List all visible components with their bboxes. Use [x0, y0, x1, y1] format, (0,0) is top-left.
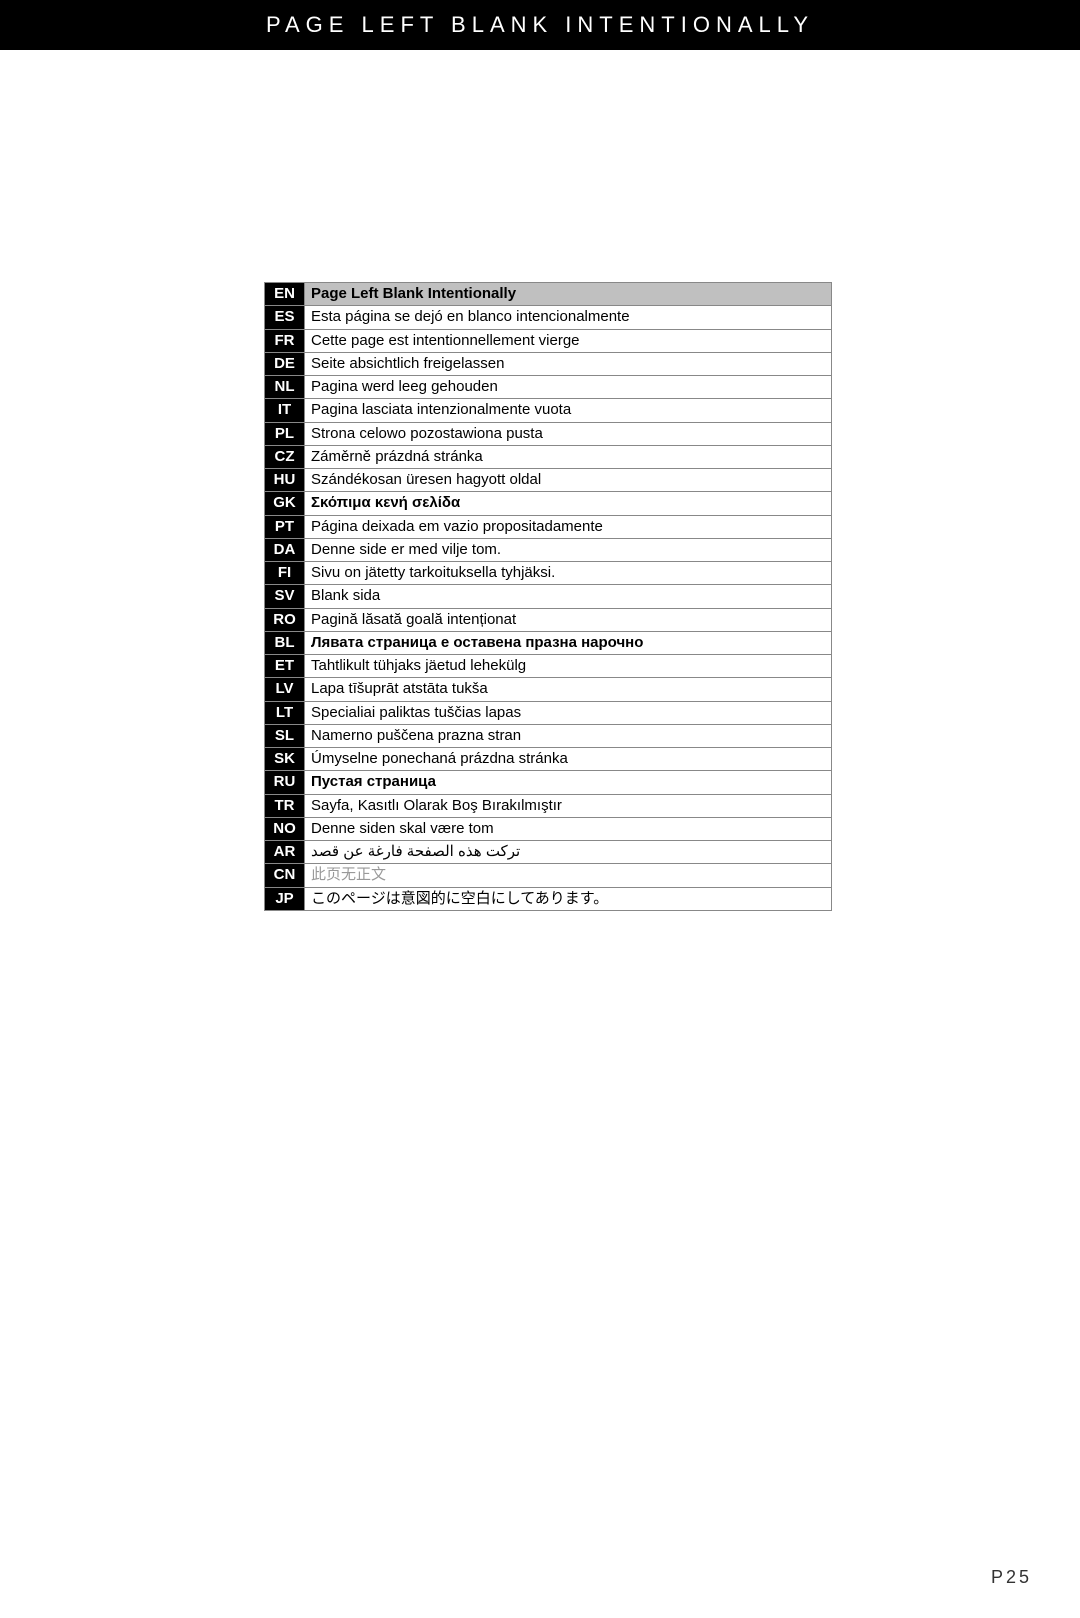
- table-row: FRCette page est intentionnellement vier…: [265, 329, 832, 352]
- translation-text: Blank sida: [305, 585, 832, 608]
- page-header-title: PAGE LEFT BLANK INTENTIONALLY: [266, 12, 814, 37]
- language-code: DE: [265, 352, 305, 375]
- translation-text: Seite absichtlich freigelassen: [305, 352, 832, 375]
- language-code: SV: [265, 585, 305, 608]
- language-code: BL: [265, 631, 305, 654]
- translations-table: ENPage Left Blank IntentionallyESEsta pá…: [264, 282, 832, 911]
- table-row: CN此页无正文: [265, 864, 832, 887]
- language-code: JP: [265, 887, 305, 910]
- translation-text: Página deixada em vazio propositadamente: [305, 515, 832, 538]
- translation-text: Specialiai paliktas tuščias lapas: [305, 701, 832, 724]
- translation-text: Pagina werd leeg gehouden: [305, 376, 832, 399]
- table-row: DADenne side er med vilje tom.: [265, 538, 832, 561]
- translation-text: تركت هذه الصفحة فارغة عن قصد: [305, 841, 832, 864]
- table-row: SVBlank sida: [265, 585, 832, 608]
- language-code: RO: [265, 608, 305, 631]
- table-row: DESeite absichtlich freigelassen: [265, 352, 832, 375]
- language-code: SK: [265, 748, 305, 771]
- table-row: SLNamerno puščena prazna stran: [265, 724, 832, 747]
- language-code: CN: [265, 864, 305, 887]
- translation-text: Page Left Blank Intentionally: [305, 283, 832, 306]
- translation-text: Esta página se dejó en blanco intenciona…: [305, 306, 832, 329]
- table-row: BLЛявата страница е оставена празна наро…: [265, 631, 832, 654]
- table-row: SKÚmyselne ponechaná prázdna stránka: [265, 748, 832, 771]
- translation-text: Пустая страница: [305, 771, 832, 794]
- language-code: HU: [265, 469, 305, 492]
- language-code: LT: [265, 701, 305, 724]
- table-row: CZZáměrně prázdná stránka: [265, 445, 832, 468]
- table-row: ITPagina lasciata intenzionalmente vuota: [265, 399, 832, 422]
- translations-table-container: ENPage Left Blank IntentionallyESEsta pá…: [264, 282, 832, 911]
- table-row: HUSzándékosan üresen hagyott oldal: [265, 469, 832, 492]
- translation-text: Strona celowo pozostawiona pusta: [305, 422, 832, 445]
- translation-text: Pagină lăsată goală intenționat: [305, 608, 832, 631]
- table-row: LVLapa tīšuprāt atstāta tukša: [265, 678, 832, 701]
- table-row: TRSayfa, Kasıtlı Olarak Boş Bırakılmıştı…: [265, 794, 832, 817]
- translation-text: Záměrně prázdná stránka: [305, 445, 832, 468]
- table-row: ARتركت هذه الصفحة فارغة عن قصد: [265, 841, 832, 864]
- translation-text: Denne siden skal være tom: [305, 817, 832, 840]
- language-code: PL: [265, 422, 305, 445]
- language-code: IT: [265, 399, 305, 422]
- table-row: PLStrona celowo pozostawiona pusta: [265, 422, 832, 445]
- translation-text: Szándékosan üresen hagyott oldal: [305, 469, 832, 492]
- language-code: TR: [265, 794, 305, 817]
- table-row: FISivu on jätetty tarkoituksella tyhjäks…: [265, 562, 832, 585]
- translation-text: Lapa tīšuprāt atstāta tukša: [305, 678, 832, 701]
- page-number: P25: [991, 1567, 1032, 1588]
- page-header: PAGE LEFT BLANK INTENTIONALLY: [0, 0, 1080, 50]
- table-row: NODenne siden skal være tom: [265, 817, 832, 840]
- translation-text: Sayfa, Kasıtlı Olarak Boş Bırakılmıştır: [305, 794, 832, 817]
- language-code: LV: [265, 678, 305, 701]
- language-code: RU: [265, 771, 305, 794]
- language-code: PT: [265, 515, 305, 538]
- language-code: NL: [265, 376, 305, 399]
- language-code: FI: [265, 562, 305, 585]
- language-code: AR: [265, 841, 305, 864]
- translation-text: Pagina lasciata intenzionalmente vuota: [305, 399, 832, 422]
- table-row: RUПустая страница: [265, 771, 832, 794]
- language-code: SL: [265, 724, 305, 747]
- translation-text: Denne side er med vilje tom.: [305, 538, 832, 561]
- language-code: FR: [265, 329, 305, 352]
- table-row: ESEsta página se dejó en blanco intencio…: [265, 306, 832, 329]
- table-row: ENPage Left Blank Intentionally: [265, 283, 832, 306]
- language-code: GK: [265, 492, 305, 515]
- language-code: EN: [265, 283, 305, 306]
- language-code: DA: [265, 538, 305, 561]
- table-row: PTPágina deixada em vazio propositadamen…: [265, 515, 832, 538]
- translation-text: Tahtlikult tühjaks jäetud lehekülg: [305, 655, 832, 678]
- translation-text: Лявата страница е оставена празна нарочн…: [305, 631, 832, 654]
- translation-text: Namerno puščena prazna stran: [305, 724, 832, 747]
- table-row: LTSpecialiai paliktas tuščias lapas: [265, 701, 832, 724]
- translation-text: 此页无正文: [305, 864, 832, 887]
- language-code: NO: [265, 817, 305, 840]
- table-row: JPこのページは意図的に空白にしてあります。: [265, 887, 832, 910]
- table-row: ETTahtlikult tühjaks jäetud lehekülg: [265, 655, 832, 678]
- language-code: CZ: [265, 445, 305, 468]
- translation-text: Sivu on jätetty tarkoituksella tyhjäksi.: [305, 562, 832, 585]
- table-row: ROPagină lăsată goală intenționat: [265, 608, 832, 631]
- translation-text: このページは意図的に空白にしてあります。: [305, 887, 832, 910]
- translation-text: Úmyselne ponechaná prázdna stránka: [305, 748, 832, 771]
- table-row: GKΣκόπιμα κενή σελίδα: [265, 492, 832, 515]
- language-code: ES: [265, 306, 305, 329]
- translation-text: Σκόπιμα κενή σελίδα: [305, 492, 832, 515]
- language-code: ET: [265, 655, 305, 678]
- translation-text: Cette page est intentionnellement vierge: [305, 329, 832, 352]
- table-row: NLPagina werd leeg gehouden: [265, 376, 832, 399]
